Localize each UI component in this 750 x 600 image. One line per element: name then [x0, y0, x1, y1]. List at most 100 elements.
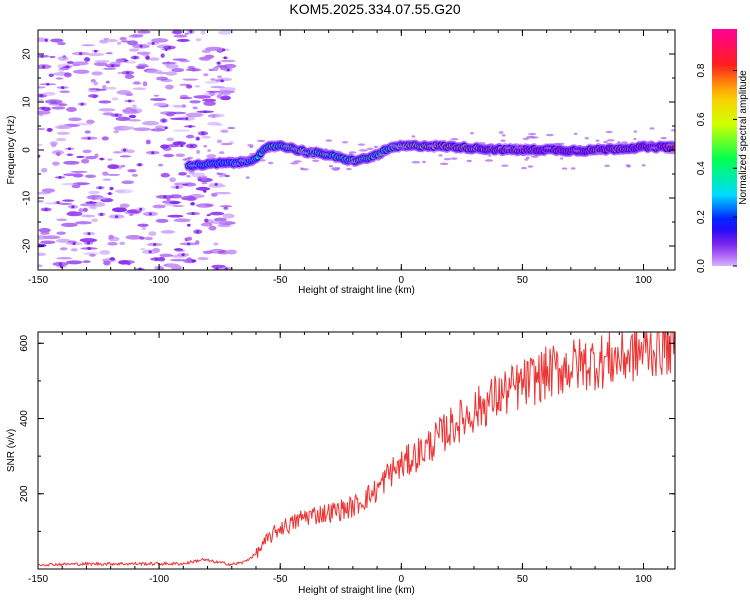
fringe-blob — [427, 144, 436, 148]
noise-blob — [185, 84, 193, 89]
noise-blob — [127, 169, 137, 173]
noise-blob — [105, 86, 117, 90]
noise-blob — [145, 139, 151, 145]
noise-blob-core — [67, 147, 72, 151]
noise-blob — [144, 236, 153, 241]
noise-blob — [42, 235, 61, 240]
noise-blob — [200, 30, 206, 35]
noise-blob — [173, 34, 188, 38]
fringe-blob — [186, 175, 191, 178]
fringe-blob — [373, 145, 378, 149]
noise-blob — [141, 120, 160, 126]
noise-blob — [210, 78, 216, 81]
noise-blob-core — [80, 102, 84, 106]
x-tick-label: -150 — [28, 574, 48, 585]
fringe-blob — [552, 142, 561, 146]
noise-blob-core — [162, 119, 166, 122]
noise-blob — [159, 253, 173, 257]
fringe-blob — [670, 129, 675, 132]
fringe-blob — [501, 164, 509, 167]
noise-blob-core — [187, 223, 191, 227]
noise-blob — [84, 130, 91, 134]
fringe-blob — [520, 153, 527, 157]
fringe-blob — [341, 141, 349, 144]
noise-blob — [138, 236, 145, 240]
noise-blob-core — [223, 56, 227, 60]
noise-blob — [98, 100, 112, 104]
fringe-blob — [633, 130, 638, 133]
fringe-blob — [376, 157, 381, 160]
noise-blob — [71, 184, 81, 189]
noise-blob — [66, 211, 83, 217]
noise-blob — [155, 76, 169, 81]
noise-blob — [216, 94, 223, 99]
noise-blob — [160, 53, 165, 58]
noise-blob — [102, 112, 114, 116]
fringe-blob — [529, 136, 539, 139]
noise-blob — [227, 127, 236, 130]
noise-blob — [166, 196, 171, 201]
fringe-blob — [266, 150, 272, 153]
fringe-blob — [561, 167, 568, 170]
noise-blob — [111, 97, 119, 101]
noise-blob — [128, 119, 141, 122]
noise-blob — [58, 202, 73, 205]
noise-blob — [132, 82, 142, 85]
noise-blob — [62, 199, 75, 202]
noise-blob — [195, 203, 213, 208]
noise-blob — [136, 30, 151, 34]
colorbar — [712, 29, 737, 266]
noise-blob — [167, 214, 184, 218]
noise-blob — [113, 130, 119, 134]
fringe-blob — [245, 176, 250, 179]
noise-blob — [200, 222, 213, 227]
noise-blob-core — [71, 205, 75, 209]
heatmap-layer — [38, 30, 675, 270]
noise-blob — [61, 182, 79, 186]
noise-blob — [88, 190, 100, 195]
noise-blob — [56, 257, 73, 260]
fringe-blob — [450, 157, 458, 160]
noise-blob — [79, 203, 96, 207]
noise-blob — [158, 163, 164, 167]
noise-blob — [38, 243, 47, 248]
noise-blob — [171, 30, 183, 35]
noise-blob-core — [126, 71, 130, 75]
noise-blob-core — [46, 82, 50, 86]
noise-blob-core — [87, 232, 91, 236]
noise-blob — [81, 44, 95, 47]
fringe-blob — [217, 172, 224, 176]
fringe-blob — [328, 164, 334, 168]
noise-blob — [87, 52, 105, 57]
noise-blob-core — [215, 267, 219, 270]
noise-blob — [52, 161, 60, 166]
noise-blob — [72, 63, 81, 67]
noise-blob — [44, 99, 63, 104]
noise-blob — [94, 153, 99, 158]
noise-blob — [173, 129, 191, 132]
noise-blob — [191, 172, 206, 178]
noise-blob — [57, 42, 66, 46]
snr-plot-area — [38, 332, 675, 569]
fringe-blob — [470, 131, 474, 135]
x-tick-label: -150 — [28, 275, 48, 286]
noise-blob — [220, 142, 233, 146]
noise-blob — [186, 236, 193, 241]
noise-blob — [181, 183, 189, 186]
noise-blob — [102, 84, 107, 90]
fringe-blob — [521, 166, 527, 170]
noise-blob — [148, 57, 160, 61]
fringe-blob — [488, 144, 493, 147]
noise-blob-core — [167, 46, 172, 49]
noise-blob-core — [189, 30, 193, 34]
fringe-blob — [450, 137, 459, 141]
fringe-blob — [668, 151, 675, 155]
fringe-blob — [545, 133, 554, 137]
fringe-blob — [605, 130, 613, 134]
noise-blob — [192, 106, 198, 110]
noise-blob — [169, 117, 187, 120]
noise-blob — [172, 104, 184, 108]
fringe-blob — [595, 139, 600, 142]
noise-blob-core — [185, 117, 189, 120]
fringe-blob — [268, 161, 274, 165]
